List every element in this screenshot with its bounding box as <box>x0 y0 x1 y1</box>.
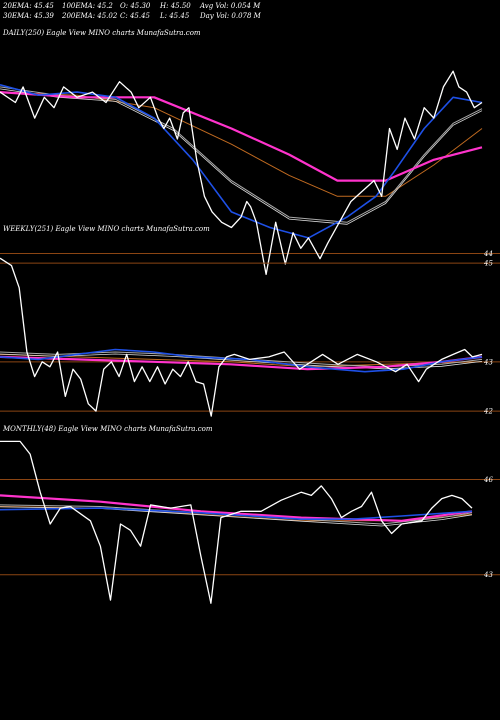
hdr-30ema: 30EMA: 45.39 <box>3 12 54 20</box>
weekly-ema_200-line <box>0 355 483 371</box>
hdr-open: O: 45.30 <box>120 2 151 10</box>
weekly-panel-title: WEEKLY(251) Eagle View MINO charts Munaf… <box>3 225 210 233</box>
daily-ema_fast-line <box>0 84 483 239</box>
hdr-20ema: 20EMA: 45.45 <box>3 2 54 10</box>
weekly-ytick-label: 45 <box>483 260 493 268</box>
monthly-panel-title: MONTHLY(48) Eagle View MINO charts Munaf… <box>3 425 213 433</box>
hdr-close: C: 45.45 <box>120 12 150 20</box>
weekly-ema-band-line <box>0 353 483 370</box>
daily-ema_mid-line <box>0 86 483 223</box>
monthly-ytick-label: 46 <box>483 476 493 484</box>
hdr-200ema: 200EMA: 45.02 <box>62 12 118 20</box>
monthly-ema_200-line <box>0 494 473 522</box>
weekly-ytick-label: 43 <box>483 358 493 366</box>
hdr-day-vol: Day Vol: 0.078 M <box>200 12 261 20</box>
daily-ema-band-line <box>0 88 483 225</box>
daily-ytick-label: 44 <box>483 250 493 258</box>
weekly-ema_slow-line <box>0 353 483 368</box>
daily-ema_slow-line <box>0 91 483 197</box>
daily-panel-title: DAILY(250) Eagle View MINO charts Munafa… <box>3 29 201 37</box>
monthly-ytick-label: 43 <box>483 571 493 579</box>
hdr-avg-vol: Avg Vol: 0.054 M <box>200 2 261 10</box>
daily-price-line <box>0 70 483 276</box>
daily-ema_200-line <box>0 91 483 182</box>
weekly-price-line <box>0 257 483 417</box>
monthly-price-line <box>0 440 473 604</box>
hdr-high: H: 45.50 <box>160 2 191 10</box>
weekly-ytick-label: 42 <box>483 408 493 416</box>
hdr-low: L: 45.45 <box>160 12 190 20</box>
monthly-ema_fast-line <box>0 507 473 521</box>
hdr-100ema: 100EMA: 45.2 <box>62 2 113 10</box>
